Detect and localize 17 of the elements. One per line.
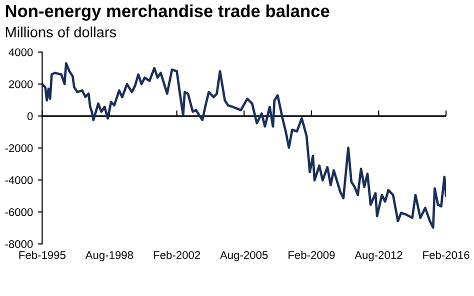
chart-subtitle: Millions of dollars	[6, 26, 116, 38]
x-tick-label: Aug-1998	[85, 251, 134, 262]
y-tick-label: 4000	[8, 48, 33, 56]
x-tick-label: Feb-2002	[154, 250, 200, 260]
x-tick-label: Aug-2005	[220, 251, 268, 262]
y-tick-label: 2000	[9, 80, 33, 88]
x-tick-label: Feb-1995	[19, 250, 66, 260]
line-series	[42, 62, 446, 229]
y-tick-label: -2000	[5, 144, 33, 152]
x-tick-label: Aug-2012	[354, 251, 402, 262]
x-tick-label: Feb-2016	[423, 250, 470, 260]
chart-title: Non-energy merchandise trade balance	[6, 4, 330, 21]
x-tick-label: Feb-2009	[288, 250, 335, 260]
y-tick-label: -6000	[5, 208, 33, 216]
y-tick-label: -4000	[5, 176, 33, 184]
y-tick-label: -8000	[5, 240, 33, 248]
y-tick-label: 0	[27, 112, 33, 120]
